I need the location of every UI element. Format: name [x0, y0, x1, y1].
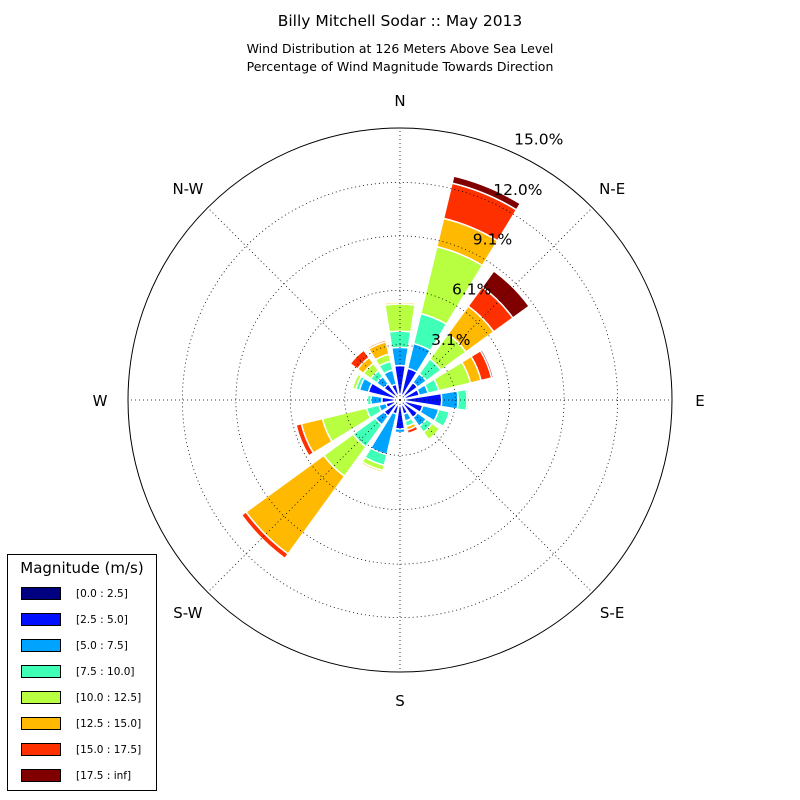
direction-label-e: E	[695, 392, 704, 410]
legend-swatch	[21, 717, 61, 730]
radial-gridline	[344, 344, 456, 456]
radial-gridline	[181, 181, 619, 619]
bar-dir11-bin6	[295, 422, 315, 457]
bar-dir4-bin4	[465, 388, 470, 412]
legend-swatch	[21, 769, 61, 782]
bar-dir9-bin5	[360, 460, 384, 474]
chart-subtitle-line-2: Percentage of Wind Magnitude Towards Dir…	[246, 59, 554, 74]
chart-title: Billy Mitchell Sodar :: May 2013	[277, 12, 523, 30]
labels-layer: 3.1% 6.1% 9.1% 12.0% 15.0% N N-E E S-E S S-W W N-W	[93, 92, 705, 710]
legend-swatch	[21, 743, 61, 756]
radial-tick-label: 12.0%	[493, 181, 542, 199]
legend-swatch	[21, 691, 61, 704]
legend-label: [10.0 : 12.5]	[76, 692, 142, 704]
bar-dir8-bin2	[394, 427, 406, 434]
legend-swatch	[21, 639, 61, 652]
legend-label: [12.5 : 15.0]	[76, 718, 142, 730]
bar-dir13-bin4	[351, 373, 363, 391]
legend-label: [0.0 : 2.5]	[76, 588, 128, 600]
bar-dir2-bin7	[481, 269, 531, 319]
radial-tick-label: 9.1%	[473, 230, 512, 248]
radial-tick-label: 3.1%	[431, 331, 470, 349]
direction-label-n-e: N-E	[599, 180, 625, 198]
grid-layer	[127, 127, 673, 673]
bar-dir3-bin7	[479, 348, 495, 379]
bar-dir1-bin7	[451, 175, 522, 211]
direction-label-s-w: S-W	[173, 604, 202, 622]
direction-label-n: N	[394, 92, 405, 110]
outer-circle	[127, 127, 673, 673]
legend-swatch	[21, 665, 61, 678]
angular-gridline	[399, 207, 593, 401]
legend-label: [15.0 : 17.5]	[76, 744, 142, 756]
radial-tick-label: 6.1%	[452, 281, 491, 299]
legend: Magnitude (m/s) [0.0 : 2.5] [2.5 : 5.0] [5…	[7, 554, 157, 791]
chart-subtitle-line-1: Wind Distribution at 126 Meters Above Se…	[246, 41, 554, 56]
legend-swatch	[21, 587, 61, 600]
bar-dir14-bin6	[349, 349, 371, 371]
legend-title: Magnitude (m/s)	[20, 559, 144, 577]
direction-label-n-w: N-W	[172, 180, 203, 198]
bar-dir10-bin6	[240, 510, 290, 560]
legend-label: [17.5 : inf]	[76, 770, 132, 782]
bar-dir12-bin3	[366, 394, 373, 406]
bar-dir5-bin3	[432, 408, 451, 428]
legend-swatch	[21, 613, 61, 626]
direction-label-s: S	[395, 692, 405, 710]
direction-label-w: W	[93, 392, 108, 410]
direction-label-s-e: S-E	[600, 604, 624, 622]
radial-tick-label: 15.0%	[514, 131, 563, 149]
bar-dir7-bin6	[406, 425, 420, 435]
angular-gridline	[207, 207, 401, 401]
bar-dir12-bin2	[370, 394, 383, 406]
legend-label: [2.5 : 5.0]	[76, 614, 128, 626]
legend-label: [7.5 : 10.0]	[76, 666, 135, 678]
angular-gridline	[207, 399, 401, 593]
legend-label: [5.0 : 7.5]	[76, 640, 128, 652]
angular-gridline	[399, 399, 593, 593]
bar-dir4-bin3	[456, 388, 468, 412]
radial-gridline	[289, 289, 511, 511]
bar-dir15-bin6	[366, 339, 387, 351]
